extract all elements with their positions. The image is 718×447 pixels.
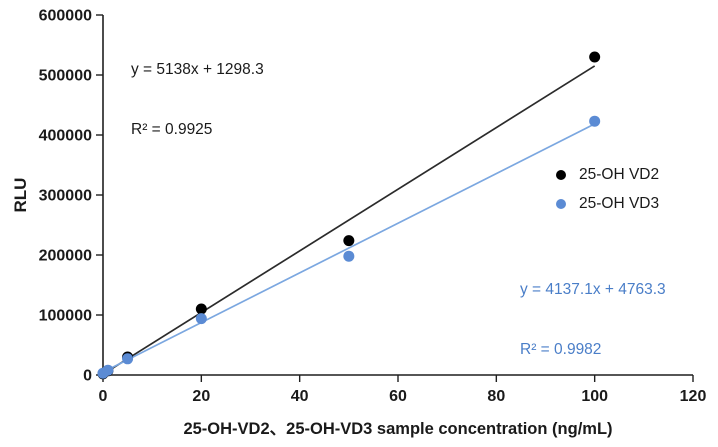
data-point-25-oh-vd2: [589, 51, 601, 63]
y-tick-label: 0: [83, 368, 92, 385]
data-point-25-oh-vd3: [195, 313, 207, 325]
legend-item-vd2: 25-OH VD2: [556, 166, 659, 184]
chart-legend: 25-OH VD2 25-OH VD3: [556, 166, 659, 213]
data-point-25-oh-vd2: [343, 235, 355, 247]
x-tick-label: 40: [291, 388, 309, 405]
trendline-25-oh-vd3: [102, 123, 596, 373]
data-point-25-oh-vd3: [343, 250, 355, 262]
r-squared-text-vd2: R² = 0.9925: [131, 121, 213, 138]
legend-marker-vd3-icon: [556, 199, 566, 209]
trendline-equation-vd3: y = 4137.1x + 4763.3 R² = 0.9982: [520, 240, 666, 400]
r-squared-text-vd3: R² = 0.9982: [520, 341, 602, 358]
x-tick-label: 0: [99, 388, 108, 405]
x-tick-label: 80: [487, 388, 505, 405]
trendline-25-oh-vd2: [102, 65, 596, 375]
legend-marker-vd2-icon: [556, 170, 566, 180]
y-axis-title: RLU: [11, 177, 30, 213]
data-point-25-oh-vd3: [102, 364, 114, 376]
data-point-25-oh-vd2: [195, 303, 207, 315]
x-axis-title: 25-OH-VD2、25-OH-VD3 sample concentration…: [183, 420, 613, 438]
y-tick-label: 600000: [39, 8, 92, 25]
y-tick-label: 500000: [39, 68, 92, 85]
x-tick-label: 120: [680, 388, 707, 405]
x-tick-label: 20: [192, 388, 210, 405]
legend-label-vd2: 25-OH VD2: [579, 166, 660, 183]
trendline-equation-vd2: y = 5138x + 1298.3 R² = 0.9925: [131, 20, 264, 180]
data-point-25-oh-vd3: [589, 115, 601, 127]
y-tick-label: 200000: [39, 248, 92, 265]
data-point-25-oh-vd3: [122, 353, 134, 365]
equation-text-vd3: y = 4137.1x + 4763.3: [520, 281, 666, 298]
equation-text-vd2: y = 5138x + 1298.3: [131, 61, 264, 78]
x-tick-label: 60: [389, 388, 407, 405]
y-tick-label: 400000: [39, 128, 92, 145]
legend-label-vd3: 25-OH VD3: [579, 195, 660, 212]
y-tick-label: 100000: [39, 308, 92, 325]
y-tick-label: 300000: [39, 188, 92, 205]
legend-item-vd3: 25-OH VD3: [556, 195, 659, 213]
x-tick-label: 100: [581, 388, 608, 405]
